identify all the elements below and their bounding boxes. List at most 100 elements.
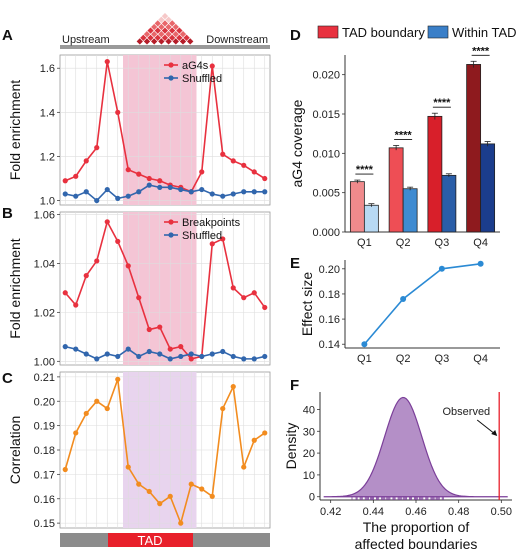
data-point (477, 260, 484, 267)
y-tick-label: 10 (303, 470, 315, 482)
hic-triangle-heatmap (135, 12, 195, 46)
tad-label: TAD (137, 533, 162, 548)
data-point (230, 158, 236, 164)
panel-b-breakpoint-enrichment: 1.00 1.02 1.04 1.06 Fold enrichment Breakpoin… (7, 209, 271, 368)
data-point (94, 197, 100, 204)
panel-letter-f: F (290, 377, 299, 394)
downstream-label: Downstream (206, 34, 268, 46)
legend-marker (168, 232, 174, 238)
bar (480, 143, 496, 233)
data-point (188, 189, 194, 195)
y-tick-label: 0.18 (319, 289, 340, 301)
data-point (62, 466, 68, 473)
legend-marker (168, 219, 174, 225)
panel-letter-b: B (2, 205, 13, 222)
data-point (251, 356, 257, 362)
data-point (73, 302, 79, 308)
x-axis-title-line2: affected boundaries (355, 536, 478, 552)
data-point (262, 175, 268, 182)
x-axis-title-line1: The proportion of (363, 519, 470, 535)
observed-arrowhead (491, 430, 498, 436)
data-point (104, 351, 110, 357)
panel-letter-a: A (2, 27, 13, 44)
data-point (146, 348, 152, 355)
data-point (73, 430, 79, 436)
data-point (241, 295, 247, 301)
x-tick-label: Q4 (473, 353, 488, 365)
data-point (167, 356, 173, 362)
y-tick-label: 20 (303, 448, 315, 460)
effect-line (363, 262, 481, 345)
data-point (167, 493, 173, 499)
bar (349, 181, 365, 233)
data-point (178, 353, 184, 360)
data-point (94, 258, 100, 264)
data-point (94, 398, 100, 404)
legend-swatch (427, 25, 449, 39)
y-tick-label: 0.010 (312, 148, 340, 160)
x-tick-label: 0.50 (491, 506, 512, 518)
data-point (230, 384, 236, 390)
data-point (199, 486, 205, 492)
data-point (94, 145, 100, 151)
data-point (115, 353, 121, 360)
data-point (241, 464, 247, 470)
x-tick-label: 0.48 (448, 506, 469, 518)
data-point (220, 348, 226, 355)
y-tick-label: 0.000 (312, 227, 340, 239)
data-point (438, 265, 445, 272)
y-tick-label: 40 (303, 404, 315, 416)
data-point (262, 353, 268, 360)
legend-label: aG4s (182, 60, 209, 72)
data-point (136, 171, 142, 177)
data-point (230, 191, 236, 197)
y-tick-label: 1.00 (34, 356, 55, 368)
significance-label: **** (472, 45, 490, 57)
y-tick-label: 1.6 (40, 63, 55, 75)
data-point (136, 295, 142, 301)
data-point (73, 346, 79, 352)
y-tick-label: 0.20 (34, 396, 55, 408)
data-point (115, 238, 121, 244)
panel-e-effect-size: 0.14 0.16 0.18 0.20 Q1 Q2 Q3 Q4 Effect size (299, 260, 500, 365)
y-tick-label: 1.02 (34, 307, 55, 319)
data-point (188, 481, 194, 487)
bar (402, 188, 418, 233)
legend-label: Shuffled (182, 73, 222, 85)
data-point (146, 182, 152, 188)
data-point (62, 178, 68, 184)
y-tick-label: 0.14 (319, 339, 340, 351)
series-line (64, 219, 266, 360)
y-tick-label: 0.15 (34, 518, 55, 530)
data-point (400, 295, 407, 302)
y-tick-label: 0.21 (34, 372, 55, 384)
y-axis-title: aG4 coverage (289, 99, 305, 187)
data-point (104, 219, 110, 225)
data-point (251, 169, 257, 175)
data-point (199, 169, 205, 175)
data-point (157, 501, 163, 507)
x-tick-label: Q3 (435, 353, 450, 365)
data-point (73, 193, 79, 199)
data-point (209, 63, 215, 69)
y-tick-label: 1.06 (34, 209, 55, 221)
data-point (115, 376, 121, 382)
data-point (94, 356, 100, 362)
data-point (125, 346, 131, 352)
data-point (251, 189, 257, 195)
panel-f-density: 0 10 20 30 40 0.42 0.44 0.46 0.48 0.50 Observed Den… (283, 392, 512, 552)
x-tick-label: Q1 (357, 353, 372, 365)
data-point (188, 351, 194, 357)
y-tick-label: 0 (309, 492, 315, 504)
data-point (73, 173, 79, 179)
legend-marker (168, 75, 174, 81)
data-point (62, 344, 68, 350)
data-point (104, 186, 110, 193)
panel-letter-c: C (2, 370, 13, 387)
x-tick-label: 0.46 (405, 506, 426, 518)
tad-bar-domain (108, 533, 193, 547)
data-point (83, 158, 89, 164)
data-point (136, 481, 142, 487)
bar (427, 115, 443, 233)
data-point (241, 162, 247, 168)
